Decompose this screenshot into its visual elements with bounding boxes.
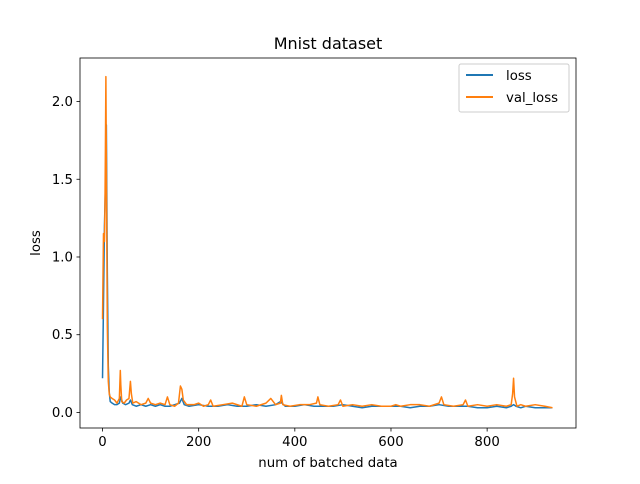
y-axis-ticks: 0.0 0.5 1.0 1.5 2.0 bbox=[52, 95, 80, 421]
x-tick-label: 200 bbox=[186, 435, 211, 450]
series-lines bbox=[101, 75, 553, 409]
y-tick-label: 1.5 bbox=[52, 173, 73, 188]
x-axis-label: num of batched data bbox=[258, 456, 397, 471]
y-tick-label: 0.0 bbox=[52, 406, 73, 421]
chart-title: Mnist dataset bbox=[274, 34, 383, 53]
x-tick-label: 400 bbox=[282, 435, 307, 450]
plot-frame bbox=[79, 57, 577, 429]
series-line-val-loss bbox=[101, 75, 553, 409]
legend-label-val-loss: val_loss bbox=[506, 91, 558, 106]
x-tick-label: 800 bbox=[474, 435, 499, 450]
plot-area bbox=[80, 58, 576, 428]
y-tick-label: 0.5 bbox=[52, 328, 73, 343]
x-tick-label: 600 bbox=[378, 435, 403, 450]
y-tick-label: 2.0 bbox=[52, 95, 73, 110]
x-tick-label: 0 bbox=[98, 435, 106, 450]
y-tick-label: 1.0 bbox=[52, 250, 73, 265]
legend-label-loss: loss bbox=[506, 69, 532, 84]
x-axis-ticks: 0 200 400 600 800 bbox=[98, 428, 500, 450]
legend: loss val_loss bbox=[458, 63, 570, 113]
y-axis-label: loss bbox=[29, 230, 44, 256]
